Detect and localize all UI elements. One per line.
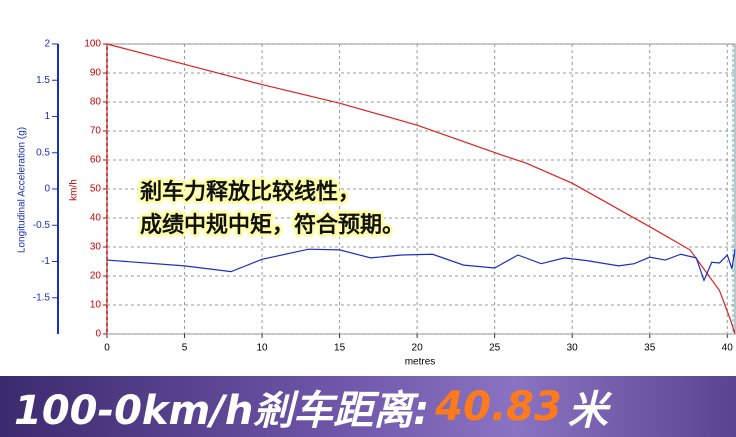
banner: 100-0km/h剎车距离: 40.83 米	[0, 376, 736, 437]
x-tick-label: 10	[256, 343, 268, 354]
x-tick-label: 30	[567, 343, 579, 354]
y2-axis-label: Longitudinal Acceleration (g)	[17, 127, 28, 253]
annotation: 成绩中规中矩，符合预期。	[140, 212, 404, 238]
y-tick-label: 90	[90, 68, 102, 79]
banner-value: 40.83	[435, 383, 562, 430]
annotation: 剎车力释放比较线性，	[139, 179, 360, 205]
y-tick-label: 10	[90, 300, 102, 311]
y2-tick-label: -0.5	[33, 220, 51, 231]
data-line	[106, 43, 736, 335]
y2-tick-label: -1	[41, 256, 50, 267]
x-tick-label: 25	[489, 343, 501, 354]
x-tick-label: 20	[412, 343, 424, 354]
data-line	[106, 248, 736, 283]
y-tick-label: 40	[90, 213, 102, 224]
y-tick-label: 80	[90, 97, 102, 108]
y2-tick-label: 0.5	[36, 147, 50, 158]
y-tick-label: 20	[90, 271, 102, 282]
x-tick-label: 5	[182, 343, 188, 354]
banner-label: 100-0km/h剎车距离:	[14, 387, 430, 434]
x-tick-label: 35	[644, 343, 656, 354]
y2-tick-label: 0	[44, 184, 50, 195]
y2-tick-label: -1.5	[33, 292, 51, 303]
x-tick-label: 0	[104, 343, 110, 354]
y-tick-label: 30	[90, 242, 102, 253]
y-axis-label: km/h	[69, 179, 80, 201]
banner-unit: 米	[567, 387, 608, 434]
x-tick-label: 15	[334, 343, 346, 354]
x-axis-label: metres	[405, 357, 436, 368]
y-tick-label: 60	[90, 155, 102, 166]
y-tick-label: 0	[95, 329, 101, 340]
y2-tick-label: 1	[44, 111, 50, 122]
y-tick-label: 50	[90, 184, 102, 195]
y2-tick-label: 2	[44, 39, 50, 50]
y2-tick-label: 1.5	[36, 75, 50, 86]
chart: metres km/h Longitudinal Acceleration (g…	[17, 39, 736, 368]
x-tick-label: 40	[722, 343, 734, 354]
y-tick-label: 100	[84, 39, 101, 50]
y-tick-label: 70	[90, 126, 102, 137]
